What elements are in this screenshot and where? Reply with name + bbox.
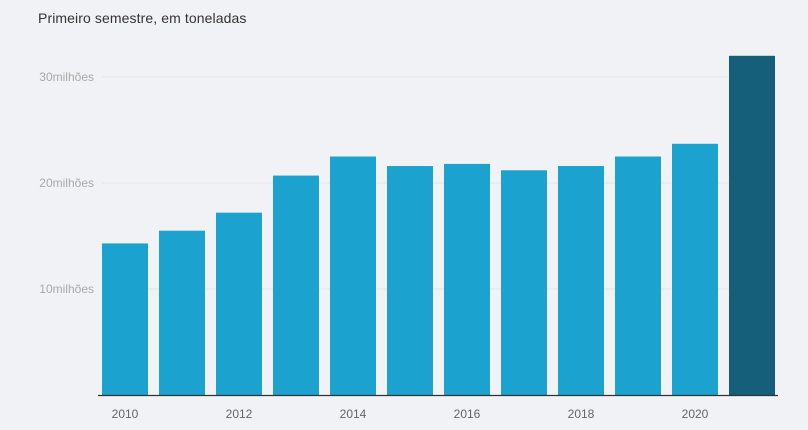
y-tick-label: 30milhões [39, 70, 94, 84]
bar-2021[interactable] [729, 55, 775, 396]
y-tick-label: 10milhões [39, 282, 94, 296]
bar-2020[interactable] [672, 143, 718, 395]
x-tick-label: 2018 [568, 407, 595, 421]
chart-subtitle: Primeiro semestre, em toneladas [38, 10, 247, 26]
bar-2019[interactable] [615, 156, 661, 396]
bar-2016[interactable] [444, 163, 490, 395]
bar-2010[interactable] [102, 243, 148, 395]
x-tick-label: 2014 [340, 407, 367, 421]
x-tick-label: 2010 [112, 407, 139, 421]
bar-2013[interactable] [273, 175, 319, 395]
bar-2017[interactable] [501, 170, 547, 395]
bar-2014[interactable] [330, 156, 376, 396]
x-axis-tick-labels: 2010 2012 2014 2016 2018 2020 [112, 407, 709, 421]
bar-2011[interactable] [159, 230, 205, 395]
y-axis-tick-labels: 10milhões 20milhões 30milhões [39, 70, 94, 296]
bar-2015[interactable] [387, 166, 433, 395]
x-tick-label: 2016 [454, 407, 481, 421]
gridlines [102, 76, 775, 290]
bar-2018[interactable] [558, 166, 604, 395]
y-tick-label: 20milhões [39, 176, 94, 190]
x-tick-label: 2012 [226, 407, 253, 421]
bars [102, 55, 775, 396]
bar-2012[interactable] [216, 212, 262, 395]
x-tick-label: 2020 [682, 407, 709, 421]
